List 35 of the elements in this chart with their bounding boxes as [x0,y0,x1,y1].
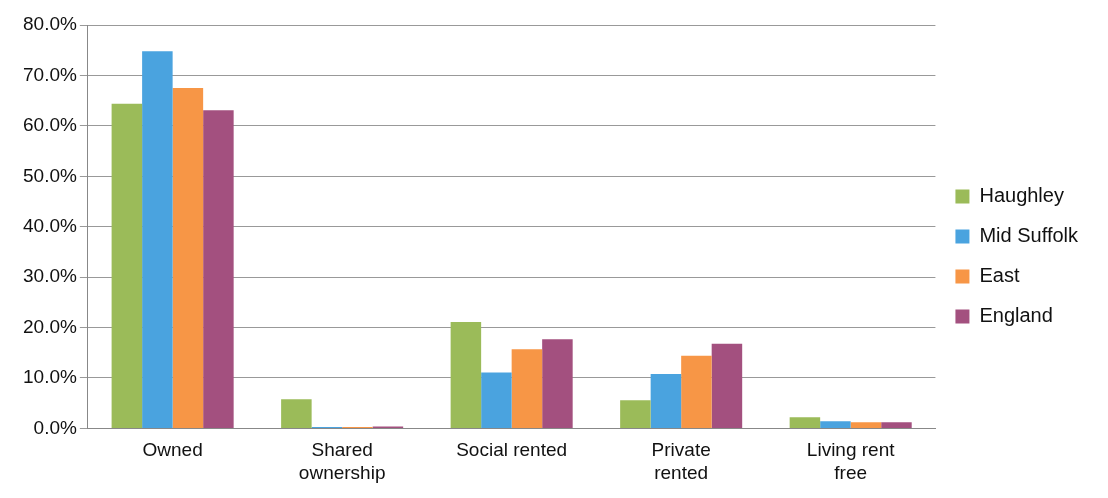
bar [481,372,512,428]
y-tick-label: 0.0% [33,416,77,438]
legend-label: Haughley [979,184,1064,207]
bar [681,355,712,428]
x-tick-label: Private rented [651,439,711,483]
bar [172,88,204,428]
bar [542,339,573,428]
x-tick-label: Social rented [456,439,568,461]
y-tick-label: 50.0% [23,164,77,186]
y-tick-label: 80.0% [23,13,77,35]
bar [881,422,912,428]
bar [620,400,651,428]
x-tick-label: Shared ownership [298,439,386,483]
x-tick-label: Owned [142,439,203,461]
legend-label: Mid Suffolk [979,224,1079,247]
bar [711,343,743,428]
bar [281,399,312,428]
bar [650,373,682,428]
y-tick-label: 20.0% [23,315,77,337]
bar [789,417,821,428]
y-tick-label: 10.0% [23,366,77,388]
y-tick-label: 40.0% [23,214,77,236]
bar [142,51,173,428]
bar [820,421,851,428]
x-tick-label: Living rent free [806,439,896,483]
bar [111,103,143,428]
y-tick-label: 60.0% [23,114,77,136]
y-tick-label: 70.0% [23,63,77,85]
bar [511,349,543,428]
legend-label: England [979,304,1053,327]
bar [450,322,482,428]
y-tick-label: 30.0% [23,265,77,287]
legend-label: East [979,264,1020,287]
bar [850,422,882,428]
bar [203,110,234,428]
